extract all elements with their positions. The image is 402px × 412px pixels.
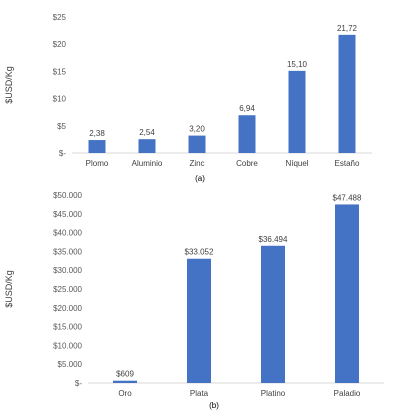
bar — [335, 204, 359, 383]
bar — [187, 258, 211, 383]
y-tick-label: $15 — [53, 67, 67, 76]
category-label: Níquel — [285, 159, 308, 168]
category-label: Plomo — [86, 159, 109, 168]
data-label: $36.494 — [259, 235, 288, 244]
chart-a: $- $5 $10 $15 $20 $25 2,38 Plomo 2,54 Aluminio 3,2… — [4, 13, 372, 183]
data-label: 2,38 — [89, 129, 105, 138]
chart-b: $- $5.000 $10.000 $15.000 $20.000 $25.000 $30.… — [4, 191, 384, 410]
bar — [238, 115, 256, 153]
y-tick-label: $40.000 — [53, 229, 82, 238]
y-tick-label: $30.000 — [53, 266, 82, 275]
y-tick-label: $- — [75, 379, 82, 388]
y-tick-label: $45.000 — [53, 210, 82, 219]
category-label: Zinc — [189, 159, 204, 168]
y-tick-label: $35.000 — [53, 247, 82, 256]
data-label: $609 — [116, 370, 134, 379]
y-tick-label: $50.000 — [53, 191, 82, 200]
category-label: Estaño — [335, 159, 360, 168]
panel-label: (b) — [209, 401, 219, 410]
panel-label: (a) — [195, 174, 205, 183]
category-label: Platino — [261, 389, 286, 398]
y-tick-label: $10.000 — [53, 341, 82, 350]
y-tick-label: $25 — [53, 13, 67, 22]
data-label: 6,94 — [239, 104, 255, 113]
bar — [188, 135, 206, 153]
y-axis-title: $USD/Kg — [4, 66, 14, 104]
y-tick-label: $- — [59, 149, 66, 158]
y-tick-label: $5.000 — [58, 360, 83, 369]
y-axis-title: $USD/Kg — [4, 270, 14, 308]
data-label: 21,72 — [337, 24, 358, 33]
category-label: Paladio — [334, 389, 361, 398]
category-label: Cobre — [236, 159, 258, 168]
category-label: Oro — [118, 389, 132, 398]
bar — [288, 70, 306, 153]
data-label: 15,10 — [287, 60, 308, 69]
bar — [138, 139, 156, 153]
y-tick-label: $5 — [57, 122, 66, 131]
y-tick-label: $20 — [53, 40, 67, 49]
bar — [261, 245, 285, 383]
y-tick-label: $20.000 — [53, 304, 82, 313]
data-label: 3,20 — [189, 125, 205, 134]
data-label: $33.052 — [185, 248, 214, 257]
y-tick-label: $25.000 — [53, 285, 82, 294]
bar — [338, 34, 356, 153]
bar — [88, 140, 106, 153]
data-label: $47.488 — [333, 193, 362, 202]
y-tick-label: $15.000 — [53, 323, 82, 332]
data-label: 2,54 — [139, 128, 155, 137]
category-label: Aluminio — [132, 159, 163, 168]
bar — [113, 380, 137, 383]
category-label: Plata — [190, 389, 209, 398]
y-tick-label: $10 — [53, 95, 67, 104]
